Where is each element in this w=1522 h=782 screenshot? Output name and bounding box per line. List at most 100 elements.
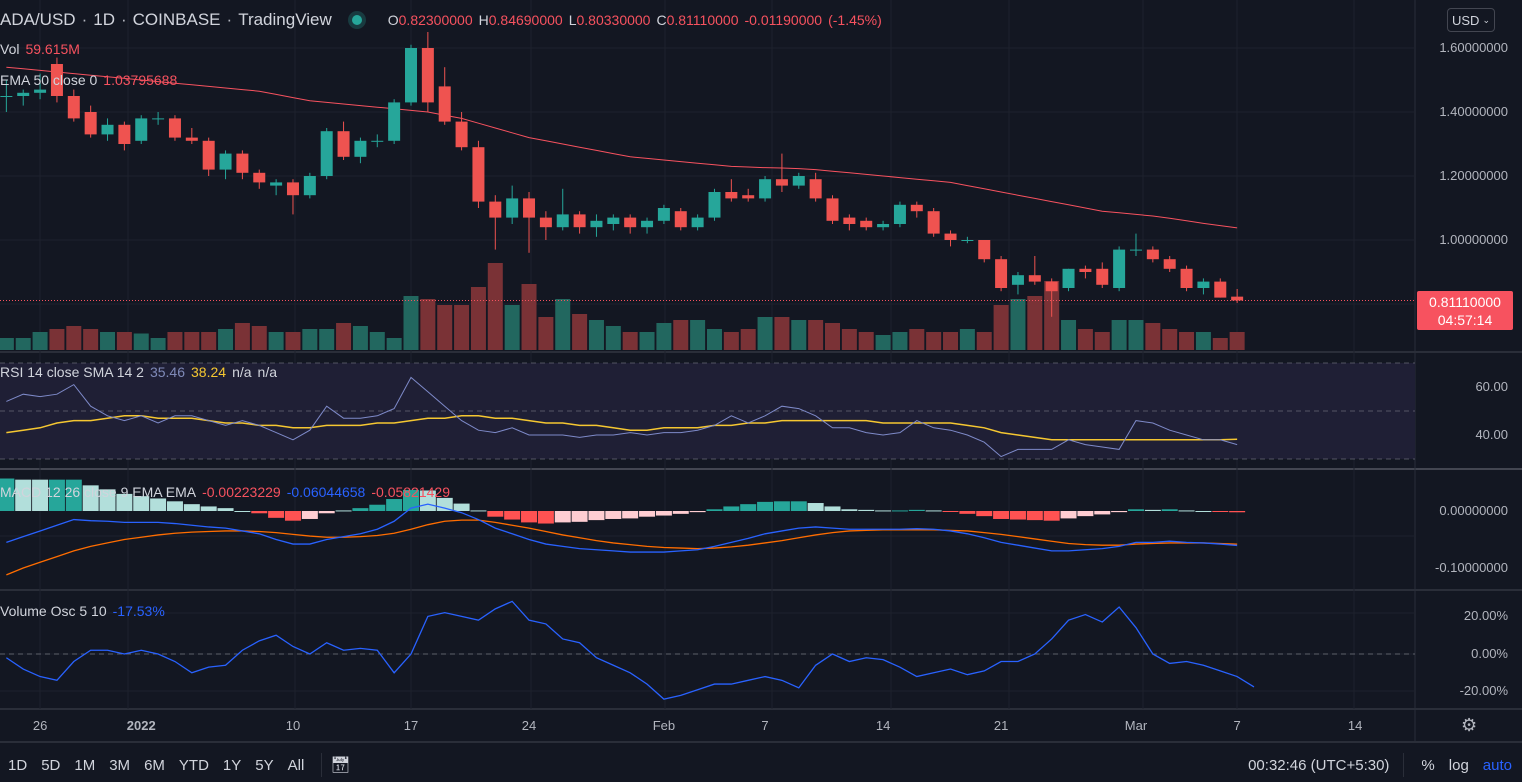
macd-histogram-bar — [639, 511, 656, 517]
macd-histogram-bar — [183, 504, 200, 511]
macd-line — [6, 503, 1238, 553]
macd-histogram-bar — [166, 501, 183, 511]
macd-histogram-bar — [251, 511, 268, 514]
price-tick: 1.20000000 — [1439, 168, 1508, 183]
vo-tick: -20.00% — [1459, 683, 1508, 698]
macd-histogram-bar — [65, 479, 82, 511]
currency-button[interactable]: USD ⌄ — [1447, 8, 1495, 32]
macd-histogram-bar — [268, 511, 285, 518]
volume-bar — [454, 305, 470, 350]
macd-histogram-bar — [521, 511, 538, 523]
macd-histogram-bar — [1127, 509, 1144, 511]
volume-bar — [622, 332, 638, 350]
candle-body — [286, 182, 299, 196]
percent-toggle[interactable]: % — [1421, 756, 1435, 774]
volume-bar — [1061, 320, 1077, 350]
candle-body — [1197, 281, 1210, 288]
vol-value: 59.615M — [25, 41, 80, 57]
ema-line — [6, 66, 1238, 229]
volume-bar — [757, 317, 773, 350]
volume-bar — [976, 332, 992, 350]
macd-histogram-bar — [150, 498, 167, 511]
clock[interactable]: 00:32:46 (UTC+5:30) — [1248, 756, 1390, 774]
candle-body — [539, 217, 552, 228]
candle-body — [1180, 268, 1193, 288]
volume-osc-legend[interactable]: Volume Osc 5 10 -17.53% — [0, 603, 165, 619]
candle-body — [1129, 249, 1142, 251]
vo-value: -17.53% — [112, 603, 165, 619]
macd-histogram-bar — [622, 511, 639, 519]
candle-body — [708, 192, 721, 218]
range-all[interactable]: All — [287, 756, 305, 774]
candle-body — [826, 198, 839, 221]
volume-legend[interactable]: Vol 59.615M — [0, 41, 80, 57]
high-value: 0.84690000 — [488, 12, 563, 28]
range-6m[interactable]: 6M — [144, 756, 165, 774]
chevron-down-icon: ⌄ — [1482, 14, 1490, 25]
macd-histogram-bar — [773, 501, 790, 511]
volume-bar — [943, 332, 959, 350]
change-value: -0.01190000 — [744, 12, 823, 28]
volume-bar — [218, 329, 234, 350]
volume-bar — [572, 314, 588, 350]
macd-histogram-bar — [133, 496, 150, 511]
volume-bar — [234, 323, 250, 350]
volume-bar — [1010, 299, 1026, 350]
bar-countdown: 04:57:14 — [1437, 312, 1493, 328]
rsi-label: RSI 14 close SMA 14 2 — [0, 364, 144, 380]
price-tick: 1.40000000 — [1439, 104, 1508, 119]
candle-body — [944, 233, 957, 240]
candle-body — [67, 96, 80, 119]
volume-bar — [268, 332, 284, 350]
symbol: ADA/USD — [0, 10, 76, 29]
low-label: L — [568, 12, 577, 28]
candle-body — [455, 121, 468, 148]
volume-bar — [369, 332, 385, 350]
candle-body — [573, 214, 586, 228]
rsi-legend[interactable]: RSI 14 close SMA 14 2 35.46 38.24 n/a n/a — [0, 364, 277, 380]
volume-bar — [808, 320, 824, 350]
macd-histogram-bar — [891, 510, 908, 512]
candle-body — [0, 96, 13, 97]
volume-bar — [420, 299, 436, 350]
macd-legend[interactable]: MACD 12 26 close 9 EMA EMA -0.00223229 -0.… — [0, 484, 450, 500]
settings-gear-icon[interactable]: ⚙ — [1461, 715, 1478, 735]
range-1m[interactable]: 1M — [74, 756, 96, 774]
range-1d[interactable]: 1D — [8, 756, 28, 774]
macd-histogram-bar — [335, 510, 352, 512]
interval[interactable]: 1D — [93, 10, 115, 29]
range-1y[interactable]: 1Y — [222, 756, 242, 774]
macd-hist-value: -0.00223229 — [202, 484, 281, 500]
time-tick: 26 — [32, 718, 48, 733]
macd-histogram-bar — [1060, 511, 1077, 519]
range-5y[interactable]: 5Y — [255, 756, 274, 774]
macd-histogram-bar — [537, 511, 554, 524]
range-ytd[interactable]: YTD — [178, 756, 209, 774]
volume-bar — [993, 305, 1009, 350]
volume-bar — [1094, 332, 1110, 350]
range-3m[interactable]: 3M — [109, 756, 131, 774]
macd-histogram-bar — [554, 511, 571, 523]
volume-bar — [926, 332, 942, 350]
vo-tick: 0.00% — [1471, 646, 1508, 661]
goto-date-icon[interactable]: 📅︎ — [330, 757, 351, 774]
auto-toggle[interactable]: auto — [1482, 756, 1512, 774]
candle-body — [523, 198, 536, 218]
macd-histogram-bar — [504, 511, 521, 520]
bottom-toolbar: 1D 5D 1M 3M 6M YTD 1Y 5Y All 📅︎ 00:32:46 (UTC+5:… — [0, 748, 1522, 782]
range-5d[interactable]: 5D — [41, 756, 61, 774]
volume-bar — [437, 305, 453, 350]
vol-label: Vol — [0, 41, 20, 57]
macd-histogram-bar — [757, 501, 774, 511]
volume-bar — [487, 263, 503, 350]
macd-histogram-bar — [1212, 511, 1229, 512]
candle-body — [742, 195, 755, 199]
rsi-line — [6, 376, 1238, 458]
macd-histogram-bar — [1161, 509, 1178, 511]
time-tick: 7 — [761, 718, 769, 733]
volume-bar — [740, 329, 756, 350]
time-tick: 14 — [875, 718, 891, 733]
ema-legend[interactable]: EMA 50 close 0 1.03795688 — [0, 72, 177, 88]
log-toggle[interactable]: log — [1448, 756, 1469, 774]
